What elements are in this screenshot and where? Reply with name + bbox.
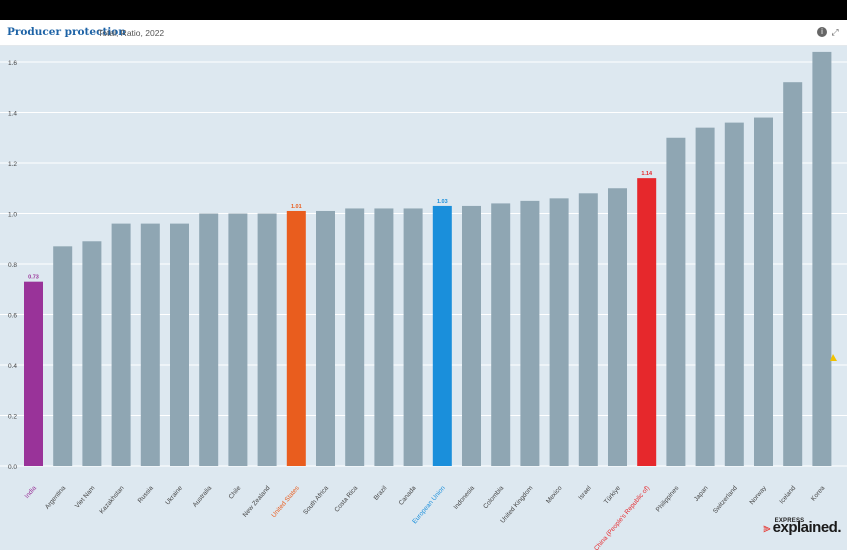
data-label-united-states: 1.01: [291, 204, 302, 210]
bar-israel[interactable]: [578, 193, 598, 467]
bar-norway[interactable]: [754, 117, 773, 467]
data-label-china-people-s-republic-of: 1.14: [641, 171, 653, 177]
bar-ukraine[interactable]: [170, 223, 189, 466]
top-black-bar: [0, 0, 847, 20]
y-tick-label: 0.6: [8, 313, 17, 320]
y-axis-ticks: 0.0 0.2 0.4 0.6 0.8 1.0 1.2 1.4 1.6: [8, 60, 17, 471]
bar-japan[interactable]: [695, 127, 715, 467]
info-icon[interactable]: i: [817, 27, 827, 37]
bar-viet-nam[interactable]: [82, 241, 102, 466]
bar-india[interactable]: [24, 281, 43, 466]
bar-australia[interactable]: [199, 213, 219, 467]
y-tick-label: 1.6: [8, 60, 17, 67]
bar-colombia[interactable]: [491, 203, 511, 466]
bar-costa-rica[interactable]: [345, 208, 365, 466]
bar-kazakhstan[interactable]: [111, 223, 131, 466]
bar-united-kingdom[interactable]: [520, 200, 540, 466]
y-tick-label: 1.4: [8, 111, 17, 118]
warning-icon[interactable]: [830, 354, 837, 361]
brand-top-text: EXPRESS: [774, 518, 805, 524]
bar-chart: 0.73 1.01 1.03 1.14 0.0 0.2 0.4 0.6 0.8 1.0 1.2 1.…: [0, 46, 847, 550]
data-label-india: 0.73: [28, 275, 39, 281]
chart-title: Producer protection: [7, 26, 126, 38]
data-labels: 0.73 1.01 1.03 1.14: [28, 171, 653, 281]
header-icons: i ⤢: [817, 27, 840, 37]
bar-philippines[interactable]: [666, 137, 686, 466]
bar-indonesia[interactable]: [462, 205, 481, 467]
bar-iceland[interactable]: [783, 82, 803, 466]
brand-arrows-icon: ⫸: [763, 520, 771, 535]
y-tick-label: 1.2: [8, 161, 17, 168]
bar-chile[interactable]: [228, 213, 248, 467]
bar-switzerland[interactable]: [724, 122, 744, 466]
brand-main-text: explained.: [772, 519, 842, 536]
bar-united-states[interactable]: [286, 210, 306, 466]
bar-brazil[interactable]: [374, 208, 394, 466]
bar-south-africa[interactable]: [316, 210, 335, 466]
chart-header: Producer protection Total, Ratio, 2022 i…: [0, 20, 847, 46]
chart-subtitle: Total, Ratio, 2022: [98, 28, 165, 38]
bar-canada[interactable]: [403, 208, 423, 466]
brand-logo: ⫸ EXPRESS explained.: [763, 518, 842, 536]
y-tick-label: 0.4: [8, 363, 17, 370]
bar-new-zealand[interactable]: [257, 213, 277, 467]
bar-mexico[interactable]: [549, 198, 569, 466]
y-tick-label: 0.0: [8, 464, 17, 471]
bar-russia[interactable]: [140, 223, 160, 466]
bar-t-rkiye[interactable]: [608, 188, 627, 466]
bar-european-union[interactable]: [432, 205, 452, 467]
bar-china-people-s-republic-of[interactable]: [637, 178, 657, 466]
bars: [24, 51, 832, 467]
y-tick-label: 0.2: [8, 414, 17, 421]
expand-icon[interactable]: ⤢: [831, 27, 839, 37]
data-label-european-union: 1.03: [437, 199, 448, 205]
y-tick-label: 1.0: [8, 212, 17, 219]
bar-argentina[interactable]: [53, 246, 73, 466]
bar-korea[interactable]: [812, 51, 832, 467]
y-tick-label: 0.8: [8, 262, 17, 269]
